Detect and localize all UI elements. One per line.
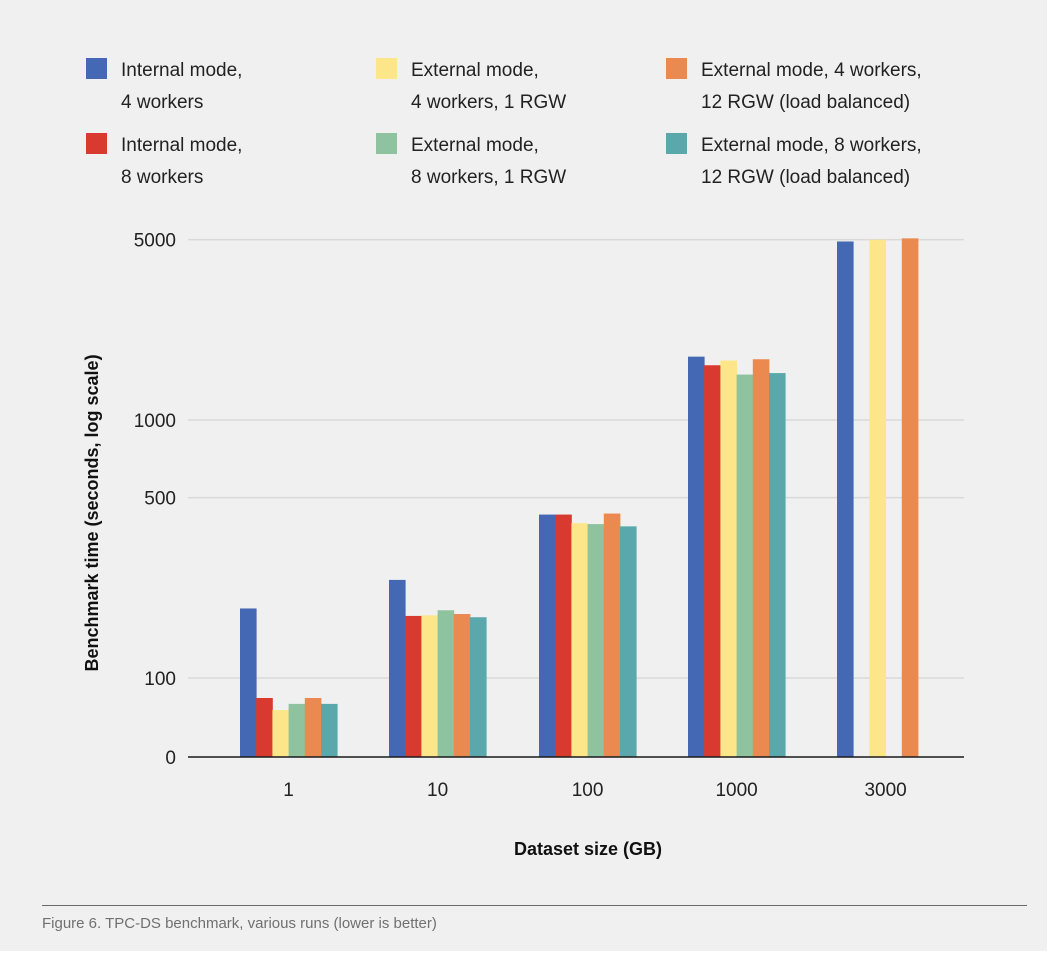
legend-label: External mode, 4 workers, bbox=[701, 60, 922, 81]
legend-swatch bbox=[666, 133, 687, 154]
bar bbox=[752, 359, 770, 757]
bar bbox=[405, 615, 422, 757]
legend-label: Internal mode, bbox=[121, 135, 242, 156]
caption-divider bbox=[42, 905, 1027, 906]
bars bbox=[240, 238, 919, 757]
x-tick-label: 10 bbox=[427, 780, 448, 801]
bar bbox=[421, 615, 438, 757]
legend-label: 4 workers bbox=[121, 92, 203, 113]
y-tick-label: 0 bbox=[165, 748, 176, 769]
bar bbox=[453, 614, 471, 757]
bar bbox=[688, 356, 705, 757]
bar bbox=[555, 514, 572, 757]
legend-swatch bbox=[86, 58, 107, 79]
legend-swatch bbox=[666, 58, 687, 79]
bar bbox=[869, 239, 886, 757]
bar bbox=[704, 365, 721, 757]
bar bbox=[720, 360, 737, 757]
y-axis-ticks: 0 100 500 1000 5000 bbox=[134, 231, 176, 769]
bar bbox=[571, 523, 588, 757]
gridlines bbox=[188, 238, 964, 679]
y-tick-label: 1000 bbox=[134, 411, 176, 432]
bar bbox=[256, 697, 273, 757]
legend-label: 8 workers bbox=[121, 167, 203, 188]
x-axis-title: Dataset size (GB) bbox=[514, 839, 662, 859]
x-tick-label: 100 bbox=[572, 780, 604, 801]
x-tick-label: 1000 bbox=[715, 780, 757, 801]
bar bbox=[539, 514, 556, 757]
x-tick-label: 3000 bbox=[864, 780, 906, 801]
bar bbox=[769, 373, 786, 757]
legend-label: External mode, bbox=[411, 135, 539, 156]
bar-chart: Internal mode, 4 workers Internal mode, 8 w… bbox=[82, 58, 964, 859]
legend-label: 8 workers, 1 RGW bbox=[411, 167, 566, 188]
legend: Internal mode, 4 workers Internal mode, 8 w… bbox=[86, 58, 922, 188]
legend-label: External mode, 8 workers, bbox=[701, 135, 922, 156]
x-axis-ticks: 1 10 100 1000 3000 bbox=[283, 780, 906, 801]
y-tick-label: 100 bbox=[144, 669, 176, 690]
legend-label: 12 RGW (load balanced) bbox=[701, 92, 910, 113]
legend-label: 4 workers, 1 RGW bbox=[411, 92, 566, 113]
legend-label: Internal mode, bbox=[121, 60, 242, 81]
bar bbox=[321, 703, 338, 757]
bar bbox=[901, 238, 919, 757]
y-axis-title: Benchmark time (seconds, log scale) bbox=[82, 354, 102, 671]
legend-label: External mode, bbox=[411, 60, 539, 81]
bar bbox=[437, 610, 455, 757]
bar bbox=[837, 241, 854, 757]
legend-swatch bbox=[376, 58, 397, 79]
bar bbox=[304, 697, 322, 757]
bar bbox=[288, 703, 306, 757]
figure-caption: Figure 6. TPC-DS benchmark, various runs… bbox=[42, 915, 437, 932]
legend-label: 12 RGW (load balanced) bbox=[701, 167, 910, 188]
bar bbox=[272, 709, 289, 757]
bar bbox=[240, 608, 257, 757]
bar bbox=[620, 526, 637, 757]
y-tick-label: 5000 bbox=[134, 231, 176, 252]
bar bbox=[736, 374, 754, 757]
legend-swatch bbox=[376, 133, 397, 154]
bar bbox=[587, 524, 605, 757]
bar bbox=[389, 579, 406, 757]
bar bbox=[603, 513, 621, 757]
bar bbox=[470, 617, 487, 757]
y-tick-label: 500 bbox=[144, 489, 176, 510]
x-tick-label: 1 bbox=[283, 780, 294, 801]
legend-swatch bbox=[86, 133, 107, 154]
